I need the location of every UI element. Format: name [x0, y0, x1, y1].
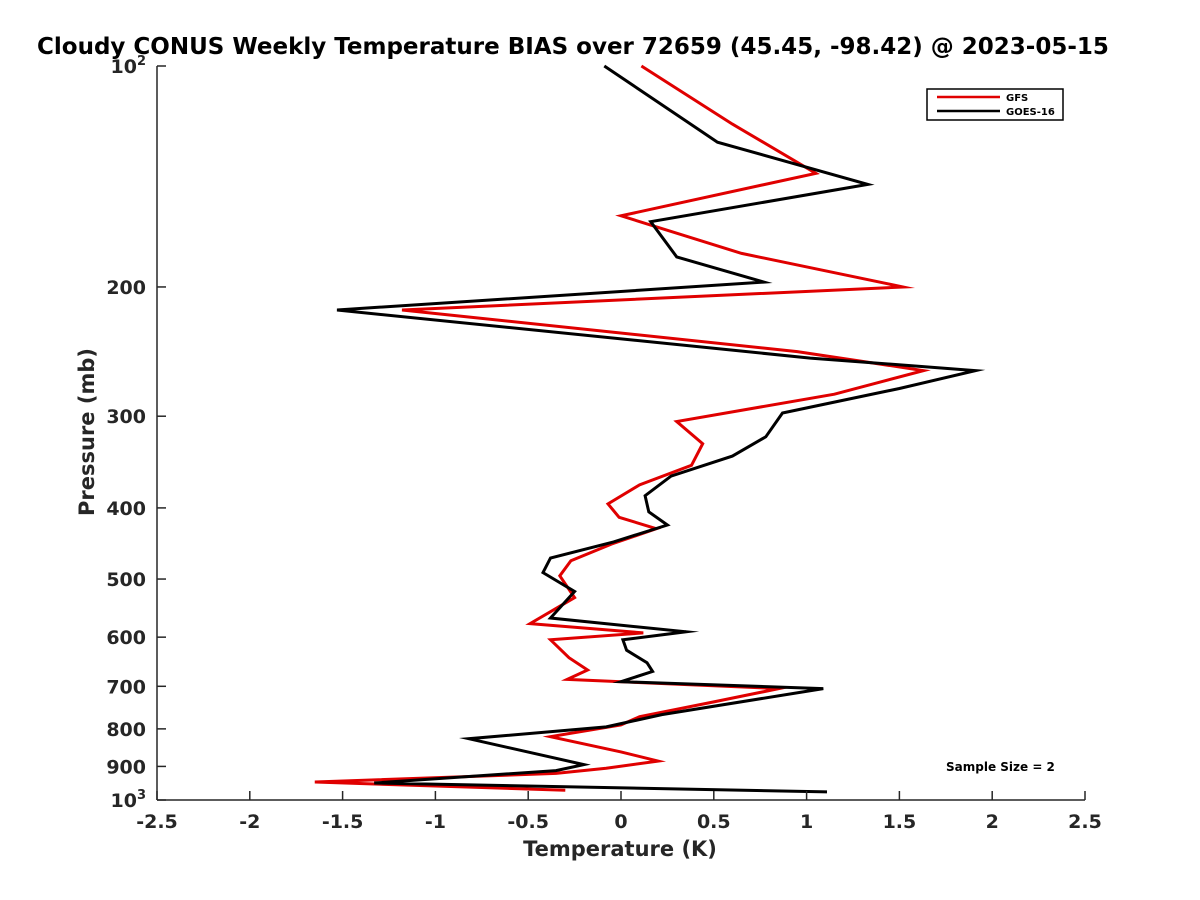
series-line-goes16 [336, 64, 986, 794]
y-tick-label: 300 [106, 406, 146, 428]
x-tick-label: -2.5 [136, 811, 178, 833]
y-tick-label: 500 [106, 569, 146, 591]
y-tick-label: 800 [106, 719, 146, 741]
y-axis-label: Pressure (mb) [75, 348, 99, 516]
x-tick-label: -1.5 [322, 811, 364, 833]
plot-lines [314, 64, 986, 794]
sample-size-annotation: Sample Size = 2 [946, 760, 1055, 774]
legend-label-goes16: GOES-16 [1006, 107, 1055, 118]
x-tick-label: 0.5 [697, 811, 731, 833]
x-tick-label: 2.5 [1068, 811, 1102, 833]
y-tick-label: 600 [106, 627, 146, 649]
y-tick-label: 200 [106, 277, 146, 299]
x-tick-label: 2 [986, 811, 999, 833]
y-tick-label: 900 [106, 756, 146, 778]
y-tick-label: 103 [111, 788, 147, 812]
legend-label-gfs: GFS [1006, 93, 1028, 104]
series-line-gfs [314, 64, 931, 792]
y-tick-label: 102 [111, 54, 147, 78]
x-tick-label: 1 [800, 811, 813, 833]
x-axis-ticks: -2.5 -2 -1.5 -1 -0.5 0 0.5 1 1.5 2 2.5 [136, 791, 1102, 833]
x-tick-label: -2 [239, 811, 260, 833]
x-tick-label: 0 [614, 811, 627, 833]
x-tick-label: -0.5 [507, 811, 549, 833]
x-tick-label: 1.5 [883, 811, 917, 833]
x-axis-label: Temperature (K) [523, 837, 717, 861]
y-tick-label: 700 [106, 676, 146, 698]
y-tick-label: 400 [106, 498, 146, 520]
legend: GFS GOES-16 [926, 88, 1064, 121]
chart-title: Cloudy CONUS Weekly Temperature BIAS ove… [37, 34, 1109, 60]
x-tick-label: -1 [425, 811, 446, 833]
plot-axes [156, 66, 1085, 801]
y-axis-ticks: 102 200 300 400 500 600 700 800 900 103 [106, 54, 166, 812]
legend-box [926, 88, 1064, 121]
